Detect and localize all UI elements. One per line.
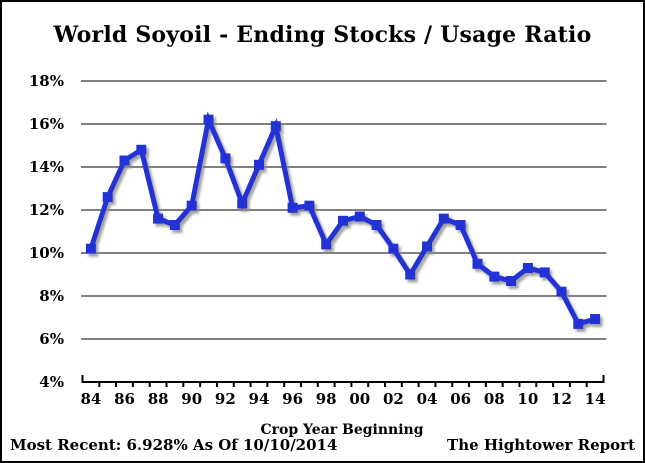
- y-tick-label: 6%: [39, 330, 64, 348]
- x-tick-label: 90: [181, 390, 203, 408]
- data-point-marker: [119, 155, 130, 166]
- data-point-marker: [354, 211, 365, 222]
- y-tick-label: 18%: [28, 72, 64, 90]
- data-point-marker: [438, 213, 449, 224]
- data-point-marker: [472, 258, 483, 269]
- y-tick-label: 12%: [28, 201, 64, 219]
- y-tick-label: 10%: [28, 244, 64, 262]
- data-point-marker: [338, 215, 348, 226]
- data-point-marker: [405, 269, 416, 280]
- data-point-marker: [506, 276, 517, 286]
- data-point-marker: [186, 200, 197, 211]
- data-point-marker: [270, 121, 281, 132]
- x-tick-label: 08: [483, 390, 505, 408]
- data-point-marker: [489, 271, 500, 282]
- x-tick-label: 14: [584, 390, 606, 408]
- x-tick-label: 00: [349, 390, 371, 408]
- x-tick-label: 02: [382, 390, 404, 408]
- most-recent-note: Most Recent: 6.928% As Of 10/10/2014: [10, 436, 338, 454]
- x-tick-label: 92: [214, 390, 236, 408]
- source-attribution: The Hightower Report: [447, 436, 635, 454]
- data-point-marker: [539, 267, 550, 278]
- y-tick-label: 8%: [39, 287, 64, 305]
- data-series: [85, 111, 601, 329]
- chart-title: World Soyoil - Ending Stocks / Usage Rat…: [53, 22, 592, 48]
- data-point-marker: [573, 318, 584, 329]
- data-point-marker: [85, 243, 96, 254]
- x-tick-label: 86: [114, 390, 135, 408]
- x-tick-label: 96: [282, 390, 304, 408]
- data-point-marker: [169, 220, 180, 230]
- data-point-marker: [220, 153, 231, 164]
- data-point-marker: [203, 114, 214, 125]
- data-point-marker: [590, 314, 601, 324]
- data-point-marker: [522, 263, 533, 273]
- data-point-marker: [556, 286, 567, 297]
- data-point-marker: [136, 144, 147, 155]
- x-tick-label: 98: [315, 390, 337, 408]
- x-tick-label: 94: [248, 390, 270, 408]
- x-tick-label: 12: [551, 390, 572, 408]
- x-tick-label: 10: [517, 390, 539, 408]
- y-tick-label: 16%: [28, 115, 64, 133]
- data-point-marker: [153, 213, 164, 224]
- data-point-marker: [371, 220, 382, 230]
- data-point-marker: [287, 202, 298, 213]
- data-point-marker: [254, 159, 264, 170]
- x-axis-title: Crop Year Beginning: [260, 422, 424, 438]
- x-tick-label: 04: [416, 390, 438, 408]
- data-point-marker: [321, 239, 332, 250]
- data-point-marker: [388, 243, 399, 254]
- data-point-marker: [102, 192, 113, 203]
- data-point-marker: [237, 198, 248, 209]
- data-point-marker: [304, 200, 315, 211]
- x-tick-label: 88: [147, 390, 169, 408]
- y-tick-label: 14%: [28, 158, 64, 176]
- y-tick-label: 4%: [39, 373, 64, 391]
- x-tick-label: 84: [80, 390, 102, 408]
- x-tick-label: 06: [450, 390, 472, 408]
- data-point-marker: [422, 241, 432, 252]
- data-point-marker: [455, 220, 466, 230]
